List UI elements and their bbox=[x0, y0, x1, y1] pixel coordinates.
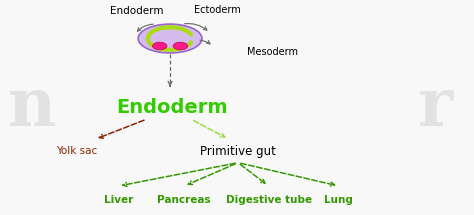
Circle shape bbox=[138, 24, 202, 53]
Text: Ectoderm: Ectoderm bbox=[193, 5, 240, 15]
Text: Endoderm: Endoderm bbox=[117, 98, 228, 117]
Text: Lung: Lung bbox=[325, 195, 353, 205]
Text: Liver: Liver bbox=[104, 195, 133, 205]
Text: Yolk sac: Yolk sac bbox=[55, 146, 97, 156]
Ellipse shape bbox=[173, 42, 188, 50]
Text: Primitive gut: Primitive gut bbox=[200, 144, 276, 158]
Text: r: r bbox=[418, 75, 453, 140]
Text: Mesoderm: Mesoderm bbox=[247, 47, 299, 57]
Text: Pancreas: Pancreas bbox=[157, 195, 211, 205]
Text: n: n bbox=[8, 75, 56, 140]
Text: Digestive tube: Digestive tube bbox=[226, 195, 311, 205]
Text: Endoderm: Endoderm bbox=[110, 6, 164, 16]
Ellipse shape bbox=[153, 42, 167, 50]
